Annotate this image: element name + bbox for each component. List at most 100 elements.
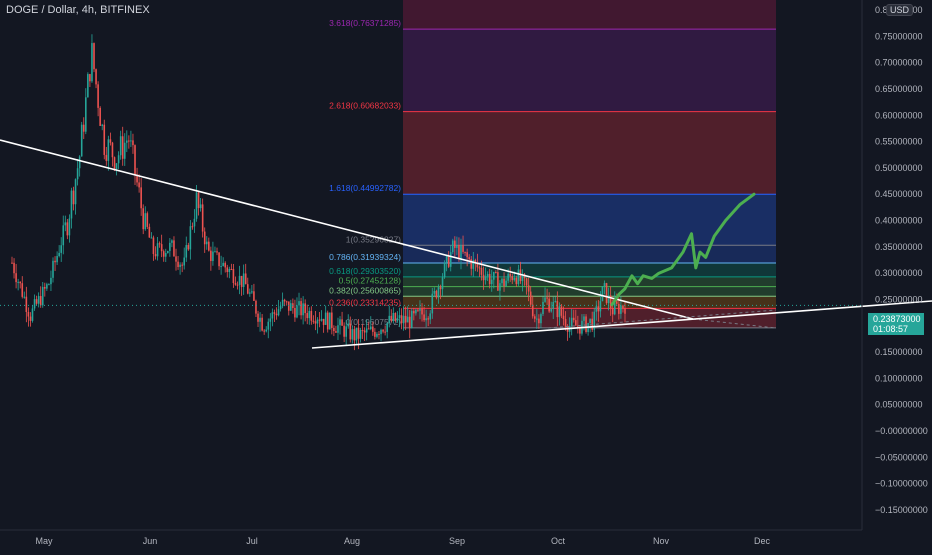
candle-body: [17, 281, 19, 283]
time-axis: May Jun Jul Aug Sep Oct Nov Dec: [0, 529, 862, 546]
candle-body: [431, 293, 434, 314]
candle-body: [546, 297, 548, 299]
candle-body: [212, 251, 214, 262]
candle-body: [400, 315, 403, 324]
candle-body: [281, 299, 284, 307]
y-tick-label: 0.40000000: [875, 216, 923, 226]
candle-body: [562, 315, 565, 320]
candle-body: [150, 237, 153, 239]
candle-body: [349, 323, 352, 340]
candle-body: [501, 278, 503, 284]
candle-body: [160, 244, 163, 252]
candle-body: [482, 274, 485, 281]
candle-body: [507, 273, 509, 281]
candle-body: [195, 192, 198, 219]
x-tick-label: May: [35, 536, 53, 546]
candle-body: [228, 268, 231, 273]
candle-body: [605, 283, 608, 304]
candle-body: [509, 273, 511, 277]
candle-body: [175, 256, 177, 262]
candle-body: [97, 84, 99, 108]
y-tick-label: 0.50000000: [875, 163, 923, 173]
candle-body: [242, 273, 245, 287]
candle-body: [205, 241, 208, 245]
candle-body: [128, 140, 130, 142]
candle-body: [322, 318, 325, 325]
candle-body: [285, 301, 288, 303]
currency-badge[interactable]: USD: [886, 4, 914, 16]
candle-body: [394, 312, 397, 321]
candle-body: [68, 218, 71, 236]
candle-body: [136, 174, 138, 183]
candle-body: [11, 262, 13, 264]
candle-body: [492, 272, 495, 280]
candle-body: [433, 290, 436, 294]
candle-body: [449, 252, 452, 267]
candle-body: [183, 257, 186, 266]
candle-body: [177, 261, 179, 267]
candle-body: [105, 154, 108, 161]
candle-body: [439, 287, 442, 290]
candle-body: [164, 253, 167, 257]
fib-zones: [403, 0, 776, 328]
candle-body: [294, 307, 296, 318]
candle-body: [62, 225, 65, 246]
candle-body: [413, 310, 415, 314]
candle-body: [519, 269, 522, 282]
candle-body: [314, 321, 317, 324]
candle-body: [421, 308, 423, 315]
candle-body: [171, 240, 173, 243]
candle-body: [447, 255, 450, 267]
candle-body: [152, 237, 155, 255]
candle-body: [54, 260, 56, 263]
candle-body: [451, 240, 454, 253]
candle-body: [201, 204, 204, 232]
candle-body: [130, 140, 132, 142]
candle-body: [415, 309, 417, 314]
candle-body: [611, 307, 614, 315]
candle-body: [398, 315, 401, 319]
candle-body: [615, 301, 618, 304]
candle-body: [46, 284, 48, 289]
fib-zone: [403, 111, 776, 195]
fib-label: 2.618(0.60682033): [329, 101, 401, 111]
y-tick-label: 0.30000000: [875, 268, 923, 278]
candle-body: [357, 327, 360, 339]
candle-body: [601, 286, 604, 302]
fib-label: 0.786(0.31939324): [329, 252, 401, 262]
candle-body: [298, 301, 300, 306]
candle-body: [265, 329, 268, 332]
candle-body: [31, 308, 34, 321]
candle-body: [70, 190, 73, 219]
candle-body: [497, 272, 499, 291]
candle-body: [525, 278, 528, 286]
candle-body: [374, 331, 376, 337]
candle-body: [540, 314, 542, 324]
candle-body: [39, 296, 42, 306]
candle-body: [552, 301, 555, 309]
candle-body: [158, 243, 161, 245]
candle-body: [78, 156, 81, 169]
candle-body: [296, 305, 298, 318]
candle-body: [515, 277, 518, 285]
candle-body: [148, 226, 151, 238]
x-tick-label: Sep: [449, 536, 465, 546]
candle-body: [593, 311, 596, 330]
candle-body: [558, 306, 561, 318]
candle-body: [263, 330, 265, 332]
candle-body: [203, 231, 206, 245]
candle-body: [74, 179, 77, 205]
candle-body: [382, 329, 384, 332]
candle-body: [300, 301, 302, 316]
candle-body: [253, 291, 255, 301]
fib-label: 0.618(0.29303520): [329, 266, 401, 276]
candle-body: [91, 43, 93, 82]
candle-body: [470, 259, 473, 269]
candle-body: [80, 124, 83, 157]
candle-body: [144, 213, 147, 230]
candle-body: [609, 295, 612, 308]
candle-body: [355, 327, 358, 341]
candle-body: [521, 274, 524, 282]
